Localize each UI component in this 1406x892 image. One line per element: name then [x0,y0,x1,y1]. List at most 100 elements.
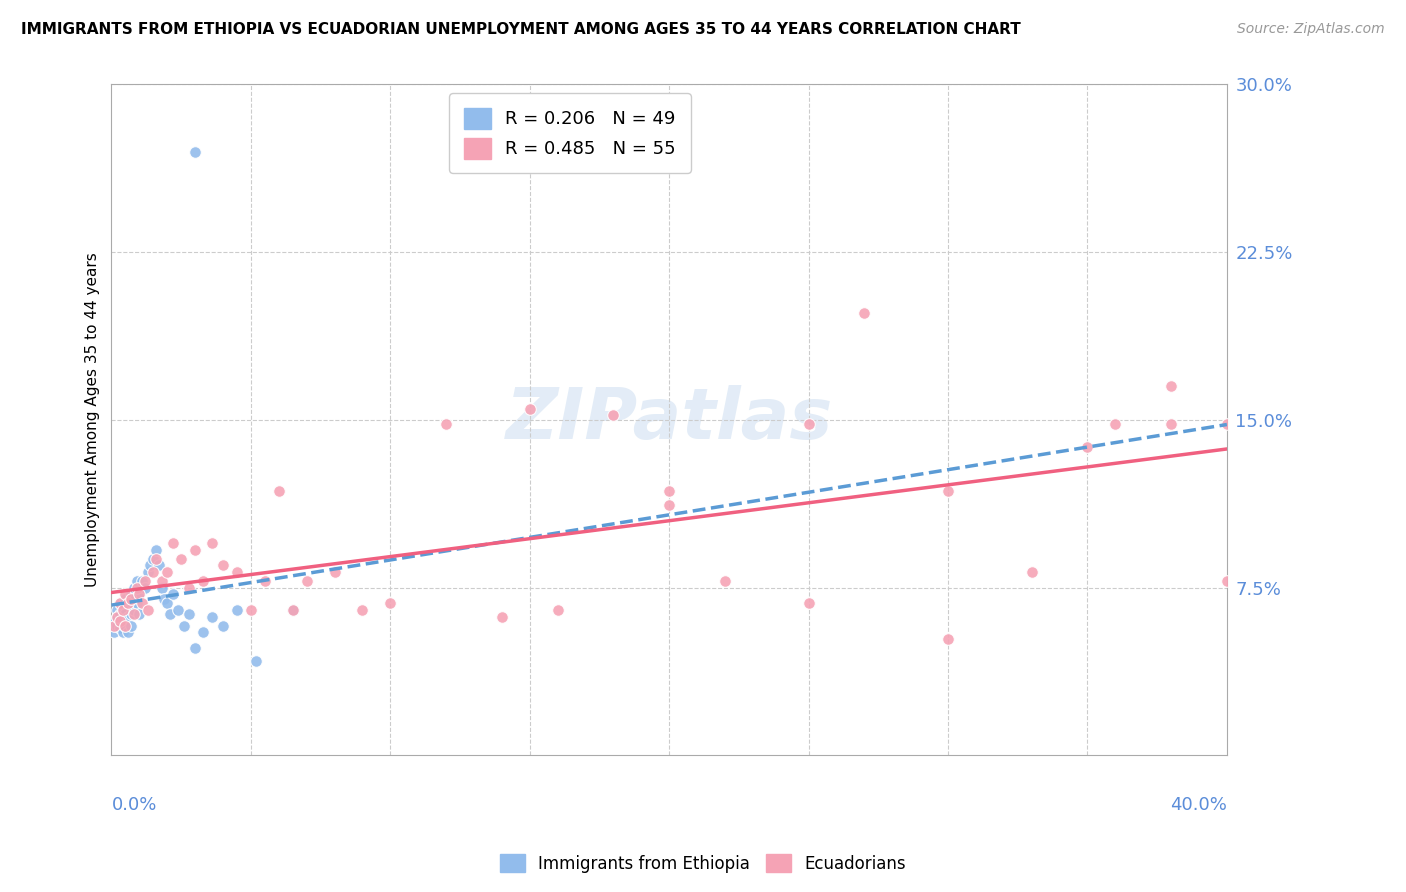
Point [105,603,128,617]
Point [1076,440,1098,454]
Point [114,587,136,601]
Point [491,609,513,624]
Point [547,603,569,617]
Point [225,565,247,579]
Point [120,607,142,622]
Point [179,581,201,595]
Point [105,618,128,632]
Point [156,565,179,579]
Point [105,609,128,624]
Point [145,542,167,557]
Point [936,632,959,646]
Point [108,596,131,610]
Point [170,551,193,566]
Point [380,596,402,610]
Point [122,607,145,622]
Point [120,587,142,601]
Point [142,565,165,579]
Point [136,603,159,617]
Point [193,574,215,588]
Point [1160,417,1182,432]
Point [103,614,125,628]
Point [128,587,150,601]
Point [193,625,215,640]
Point [150,581,173,595]
Point [519,401,541,416]
Y-axis label: Unemployment Among Ages 35 to 44 years: Unemployment Among Ages 35 to 44 years [86,252,100,587]
Point [1160,379,1182,393]
Point [131,574,153,588]
Point [267,484,290,499]
Point [281,603,304,617]
Point [108,596,131,610]
Point [156,596,179,610]
Point [142,551,165,566]
Point [122,581,145,595]
Point [108,607,131,622]
Point [179,607,201,622]
Point [167,603,190,617]
Point [150,574,173,588]
Text: 40.0%: 40.0% [1170,796,1227,814]
Point [120,618,142,632]
Point [145,551,167,566]
Point [797,596,820,610]
Point [162,587,184,601]
Point [201,609,224,624]
Point [212,558,235,573]
Point [159,607,181,622]
Point [212,618,235,632]
Point [122,603,145,617]
Point [658,484,681,499]
Point [281,603,304,617]
Point [184,145,207,159]
Point [134,574,156,588]
Point [853,305,876,319]
Text: ZIPatlas: ZIPatlas [505,385,832,454]
Point [323,565,346,579]
Point [1216,574,1239,588]
Point [117,596,139,610]
Point [162,536,184,550]
Point [131,596,153,610]
Point [111,625,134,640]
Point [1104,417,1126,432]
Point [120,591,142,606]
Point [125,574,148,588]
Text: 0.0%: 0.0% [111,796,157,814]
Point [295,574,318,588]
Point [239,603,262,617]
Point [1021,565,1043,579]
Point [658,498,681,512]
Point [125,581,148,595]
Point [111,603,134,617]
Point [352,603,374,617]
Legend: Immigrants from Ethiopia, Ecuadorians: Immigrants from Ethiopia, Ecuadorians [494,847,912,880]
Point [108,621,131,635]
Point [111,603,134,617]
Point [128,607,150,622]
Text: IMMIGRANTS FROM ETHIOPIA VS ECUADORIAN UNEMPLOYMENT AMONG AGES 35 TO 44 YEARS CO: IMMIGRANTS FROM ETHIOPIA VS ECUADORIAN U… [21,22,1021,37]
Point [245,655,267,669]
Point [936,484,959,499]
Point [105,609,128,624]
Point [103,618,125,632]
Point [114,618,136,632]
Point [225,603,247,617]
Point [148,558,170,573]
Point [602,409,624,423]
Point [134,581,156,595]
Point [117,596,139,610]
Point [114,607,136,622]
Point [108,614,131,628]
Point [103,625,125,640]
Point [201,536,224,550]
Point [184,542,207,557]
Point [173,618,195,632]
Point [136,565,159,579]
Point [253,574,276,588]
Point [111,614,134,628]
Point [1216,417,1239,432]
Point [125,596,148,610]
Point [117,609,139,624]
